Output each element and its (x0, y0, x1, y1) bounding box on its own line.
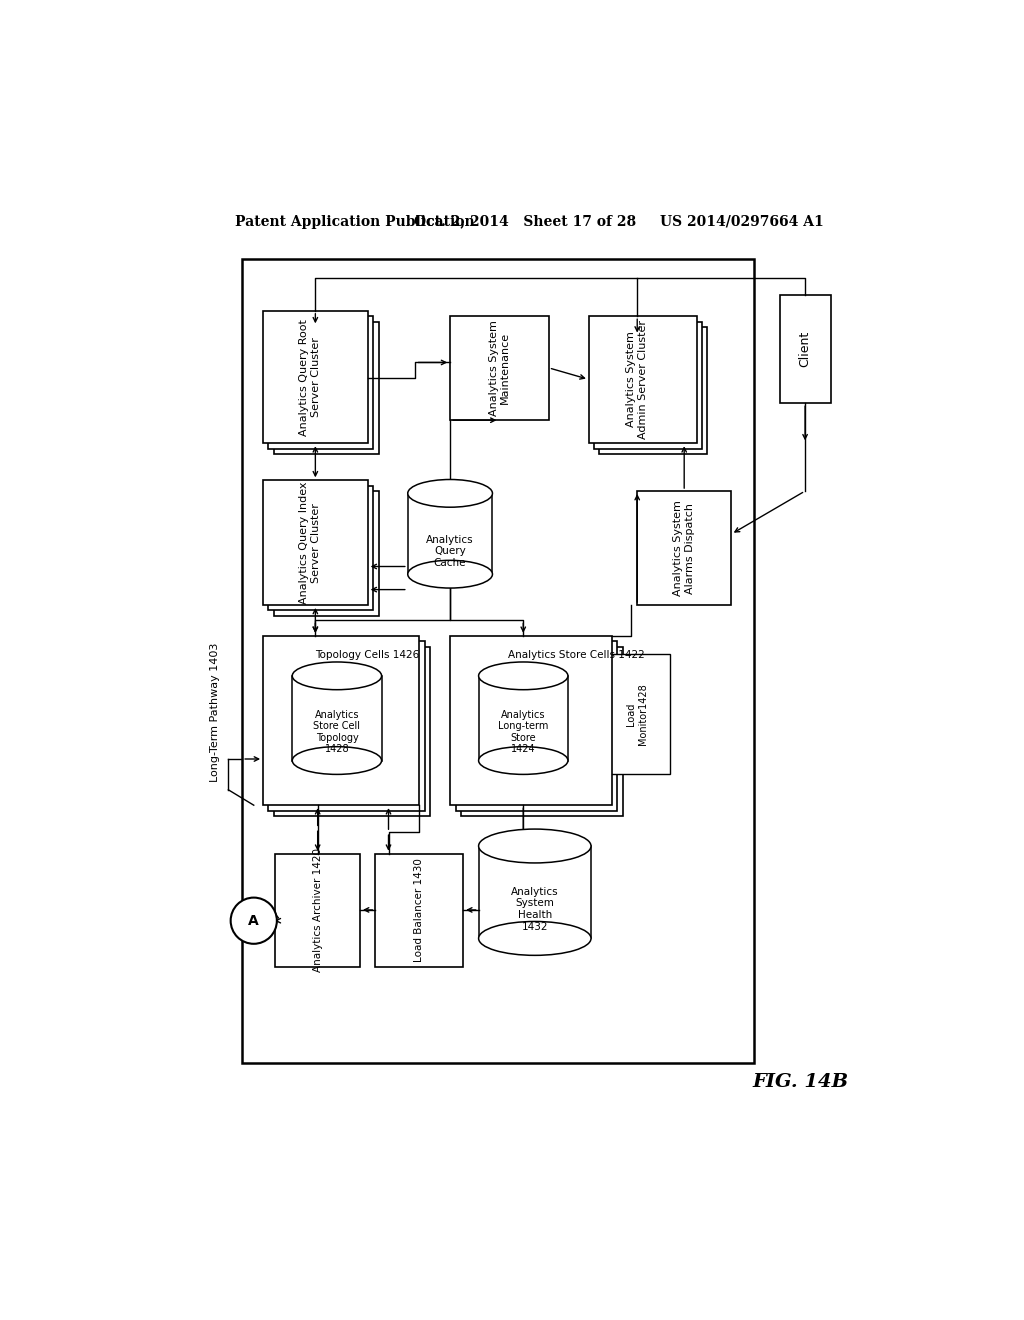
Bar (268, 486, 373, 610)
Text: Analytics System
Alarms Dispatch: Analytics System Alarms Dispatch (674, 500, 695, 595)
Bar (605, 655, 670, 775)
Bar (273, 647, 430, 816)
Text: Analytics
Query
Cache: Analytics Query Cache (426, 535, 474, 568)
Bar (243, 259, 755, 1063)
Ellipse shape (292, 747, 382, 775)
Text: A: A (249, 913, 259, 928)
Text: Patent Application Publication: Patent Application Publication (234, 215, 474, 228)
Ellipse shape (292, 663, 382, 690)
Text: Analytics Query Index
Server Cluster: Analytics Query Index Server Cluster (299, 482, 321, 603)
Bar (594, 322, 701, 449)
Text: Load Balancer 1430: Load Balancer 1430 (415, 858, 424, 962)
Text: Long-Term Pathway 1403: Long-Term Pathway 1403 (210, 643, 220, 783)
Bar (599, 327, 708, 454)
Circle shape (230, 898, 276, 944)
Bar (408, 494, 493, 574)
Text: Analytics
System
Health
1432: Analytics System Health 1432 (511, 887, 559, 932)
Bar (478, 676, 568, 760)
Text: Load
Monitor1428: Load Monitor1428 (627, 684, 648, 746)
Text: Client: Client (799, 331, 812, 367)
Text: Analytics System
Admin Server Cluster: Analytics System Admin Server Cluster (627, 319, 648, 438)
Text: Analytics Store Cells 1422: Analytics Store Cells 1422 (508, 649, 645, 660)
Ellipse shape (478, 663, 568, 690)
Text: Analytics Query Root
Server Cluster: Analytics Query Root Server Cluster (299, 318, 321, 436)
Text: Analytics
Long-term
Store
1424: Analytics Long-term Store 1424 (498, 710, 549, 755)
Bar (478, 846, 591, 939)
Bar (779, 296, 831, 404)
Ellipse shape (478, 829, 591, 863)
Bar (451, 317, 549, 420)
Bar (292, 676, 382, 760)
Bar (637, 491, 731, 605)
Bar (273, 491, 379, 615)
Text: Analytics System
Maintenance: Analytics System Maintenance (488, 319, 510, 416)
Bar (268, 642, 425, 810)
Bar (461, 647, 623, 816)
Bar (451, 636, 611, 805)
Text: Analytics
Store Cell
Topology
1428: Analytics Store Cell Topology 1428 (313, 710, 360, 755)
Bar (263, 636, 419, 805)
Ellipse shape (478, 747, 568, 775)
Text: Analytics Archiver 1420: Analytics Archiver 1420 (312, 847, 323, 972)
Text: US 2014/0297664 A1: US 2014/0297664 A1 (659, 215, 823, 228)
Bar (456, 642, 617, 810)
Bar (263, 480, 368, 605)
Ellipse shape (478, 921, 591, 956)
Text: Oct. 2, 2014   Sheet 17 of 28: Oct. 2, 2014 Sheet 17 of 28 (414, 215, 636, 228)
Bar (589, 317, 696, 444)
Ellipse shape (408, 560, 493, 589)
Bar (273, 322, 379, 454)
Bar (263, 312, 368, 444)
Bar (274, 854, 360, 966)
Text: FIG. 14B: FIG. 14B (753, 1073, 849, 1092)
Bar (268, 317, 373, 449)
Text: Topology Cells 1426: Topology Cells 1426 (315, 649, 420, 660)
Ellipse shape (408, 479, 493, 507)
Bar (376, 854, 463, 966)
